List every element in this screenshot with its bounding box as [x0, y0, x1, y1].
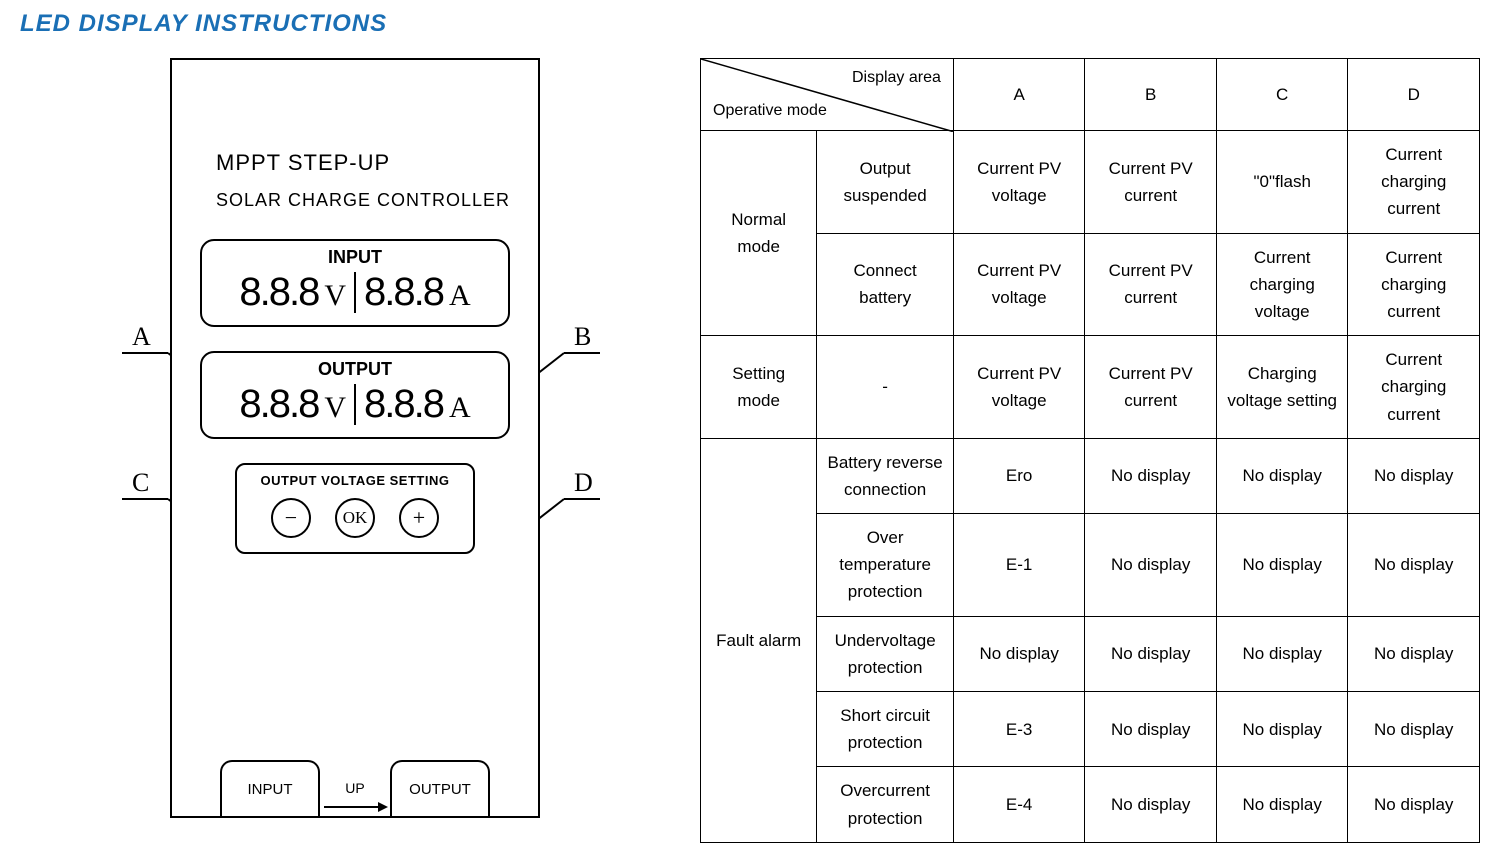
value-cell: E-4: [953, 767, 1085, 842]
input-voltage-value: 8.8.8: [239, 272, 318, 312]
value-cell: Charging voltage setting: [1216, 336, 1348, 439]
device-diagram: A B C D MPPT STEP-UP SOLAR CHARGE CONTRO…: [20, 58, 660, 838]
device-subtitle: SOLAR CHARGE CONTROLLER: [216, 190, 518, 211]
value-cell: No display: [1085, 767, 1217, 842]
value-cell: No display: [1085, 616, 1217, 691]
io-ports: INPUT UP OUTPUT: [172, 760, 538, 816]
value-cell: E-3: [953, 692, 1085, 767]
pointer-label-c: C: [132, 468, 149, 498]
state-cell: Undervoltage protection: [817, 616, 954, 691]
value-cell: Current charging current: [1348, 336, 1480, 439]
table-col-b: B: [1085, 59, 1217, 131]
ok-button[interactable]: OK: [335, 498, 375, 538]
input-panel-label: INPUT: [202, 247, 508, 268]
output-current-unit: A: [449, 391, 471, 425]
value-cell: No display: [1216, 767, 1348, 842]
value-cell: No display: [1085, 438, 1217, 513]
value-cell: No display: [953, 616, 1085, 691]
display-mode-table: Display area Operative mode A B C D Norm…: [700, 58, 1480, 843]
header-operative-mode: Operative mode: [713, 98, 827, 124]
value-cell: No display: [1085, 514, 1217, 617]
state-cell: Battery reverse connection: [817, 438, 954, 513]
plus-button[interactable]: +: [399, 498, 439, 538]
input-port: INPUT: [220, 760, 320, 816]
table-row: Setting mode-Current PV voltageCurrent P…: [701, 336, 1480, 439]
value-cell: No display: [1348, 692, 1480, 767]
output-voltage-value: 8.8.8: [239, 384, 318, 424]
value-cell: Ero: [953, 438, 1085, 513]
table-header-diagonal: Display area Operative mode: [701, 59, 954, 131]
value-cell: "0"flash: [1216, 131, 1348, 234]
value-cell: No display: [1216, 616, 1348, 691]
value-cell: No display: [1216, 692, 1348, 767]
output-panel: OUTPUT 8.8.8 V 8.8.8 A: [200, 351, 510, 439]
page-title: LED DISPLAY INSTRUCTIONS: [20, 10, 1480, 38]
value-cell: Current charging current: [1348, 233, 1480, 336]
pointer-label-d: D: [574, 468, 593, 498]
table-col-d: D: [1348, 59, 1480, 131]
arrow-right-icon: [324, 806, 386, 808]
value-cell: No display: [1348, 438, 1480, 513]
mode-cell: Normal mode: [701, 131, 817, 336]
state-cell: Output suspended: [817, 131, 954, 234]
output-panel-label: OUTPUT: [202, 359, 508, 380]
voltage-setting-panel: OUTPUT VOLTAGE SETTING − OK +: [235, 463, 475, 554]
value-cell: No display: [1348, 767, 1480, 842]
table-row: Fault alarmBattery reverse connectionEro…: [701, 438, 1480, 513]
value-cell: Current PV voltage: [953, 131, 1085, 234]
output-voltage-unit: V: [324, 391, 346, 425]
device-title: MPPT STEP-UP: [216, 150, 518, 176]
value-cell: Current charging current: [1348, 131, 1480, 234]
mode-cell: Setting mode: [701, 336, 817, 439]
device-outline: MPPT STEP-UP SOLAR CHARGE CONTROLLER INP…: [170, 58, 540, 818]
value-cell: Current PV voltage: [953, 336, 1085, 439]
io-up-label: UP: [345, 780, 364, 796]
table-row: Normal modeOutput suspendedCurrent PV vo…: [701, 131, 1480, 234]
input-current-value: 8.8.8: [364, 272, 443, 312]
pointer-label-a: A: [132, 322, 151, 352]
header-display-area: Display area: [852, 65, 941, 91]
value-cell: Current charging voltage: [1216, 233, 1348, 336]
input-panel: INPUT 8.8.8 V 8.8.8 A: [200, 239, 510, 327]
value-cell: E-1: [953, 514, 1085, 617]
pointer-label-b: B: [574, 322, 591, 352]
value-cell: Current PV current: [1085, 233, 1217, 336]
input-voltage-unit: V: [324, 279, 346, 313]
state-cell: Connect battery: [817, 233, 954, 336]
value-cell: Current PV voltage: [953, 233, 1085, 336]
table-col-a: A: [953, 59, 1085, 131]
value-cell: No display: [1348, 616, 1480, 691]
value-cell: No display: [1216, 514, 1348, 617]
table-row: Connect batteryCurrent PV voltageCurrent…: [701, 233, 1480, 336]
state-cell: -: [817, 336, 954, 439]
value-cell: No display: [1085, 692, 1217, 767]
output-port: OUTPUT: [390, 760, 490, 816]
table-row: Overcurrent protectionE-4No displayNo di…: [701, 767, 1480, 842]
state-cell: Over temperature protection: [817, 514, 954, 617]
state-cell: Short circuit protection: [817, 692, 954, 767]
output-current-value: 8.8.8: [364, 384, 443, 424]
input-current-unit: A: [449, 279, 471, 313]
table-row: Over temperature protectionE-1No display…: [701, 514, 1480, 617]
voltage-setting-label: OUTPUT VOLTAGE SETTING: [237, 473, 473, 488]
table-row: Undervoltage protectionNo displayNo disp…: [701, 616, 1480, 691]
state-cell: Overcurrent protection: [817, 767, 954, 842]
table-col-c: C: [1216, 59, 1348, 131]
value-cell: No display: [1348, 514, 1480, 617]
table-row: Short circuit protectionE-3No displayNo …: [701, 692, 1480, 767]
value-cell: No display: [1216, 438, 1348, 513]
value-cell: Current PV current: [1085, 336, 1217, 439]
mode-cell: Fault alarm: [701, 438, 817, 842]
minus-button[interactable]: −: [271, 498, 311, 538]
value-cell: Current PV current: [1085, 131, 1217, 234]
